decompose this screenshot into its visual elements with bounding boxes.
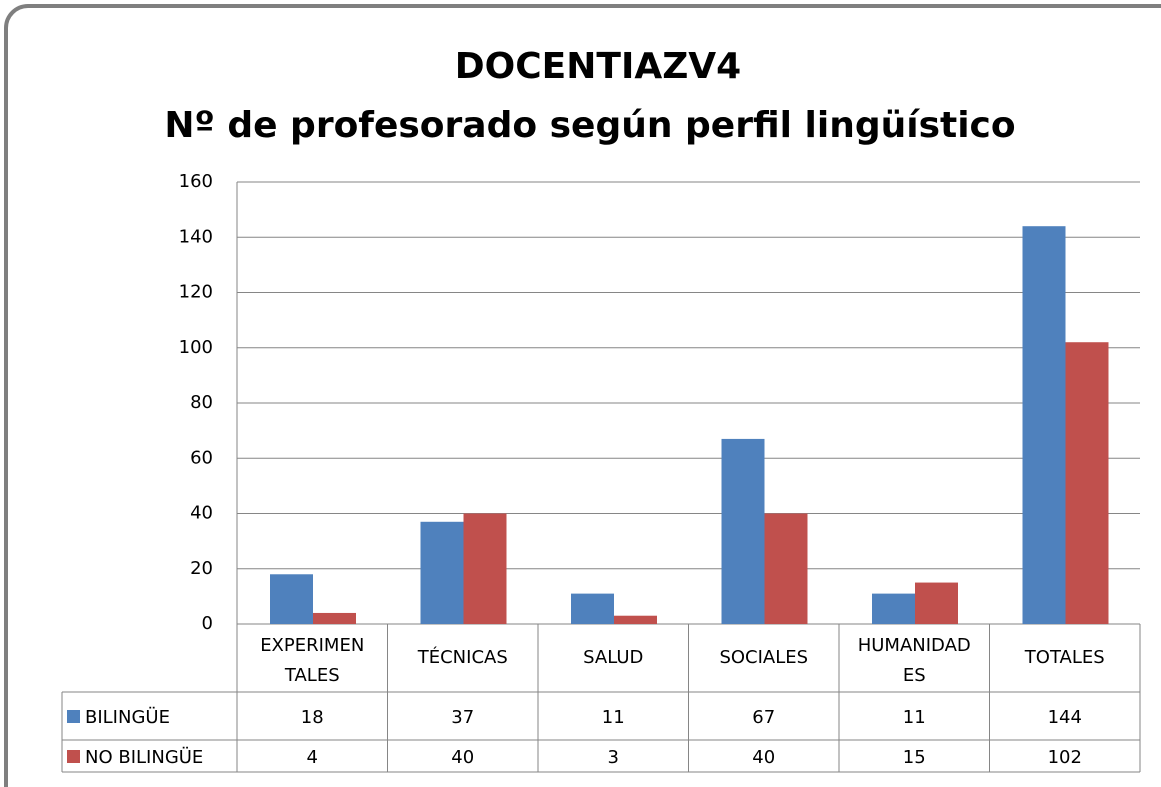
table-value: 18 bbox=[301, 707, 324, 728]
x-tick-label: EXPERIMEN TALES bbox=[260, 635, 364, 686]
y-tick-label: 80 bbox=[190, 392, 213, 413]
bar bbox=[1022, 226, 1066, 624]
x-tick-label: TÉCNICAS bbox=[417, 646, 508, 668]
y-tick-label: 20 bbox=[190, 558, 213, 579]
legend-key bbox=[67, 750, 80, 763]
y-tick-label: 60 bbox=[190, 447, 213, 468]
bar bbox=[721, 438, 765, 624]
legend-label: NO BILINGÜE bbox=[85, 746, 203, 768]
y-tick-label: 140 bbox=[179, 226, 213, 247]
y-tick-label: 160 bbox=[179, 171, 213, 192]
bar bbox=[1065, 342, 1109, 624]
table-value: 4 bbox=[307, 747, 318, 768]
x-tick-label: TOTALES bbox=[1024, 647, 1105, 668]
bar bbox=[270, 574, 313, 624]
bar bbox=[420, 521, 464, 624]
bar bbox=[915, 582, 958, 624]
y-tick-label: 40 bbox=[190, 503, 213, 524]
table-value: 102 bbox=[1048, 747, 1082, 768]
bar bbox=[614, 615, 657, 624]
table-value: 144 bbox=[1048, 707, 1082, 728]
table-value: 3 bbox=[608, 747, 619, 768]
legend-label: BILINGÜE bbox=[85, 706, 170, 728]
y-tick-label: 0 bbox=[202, 613, 213, 634]
y-tick-label: 100 bbox=[179, 337, 213, 358]
bar bbox=[313, 612, 356, 624]
x-tick-label: HUMANIDAD ES bbox=[858, 635, 971, 686]
y-tick-label: 120 bbox=[179, 282, 213, 303]
table-value: 11 bbox=[602, 707, 625, 728]
table-value: 37 bbox=[451, 707, 474, 728]
chart-subtitle: Nº de profesorado según perfil lingüísti… bbox=[164, 105, 1015, 146]
x-tick-label: SOCIALES bbox=[719, 647, 808, 668]
table-value: 40 bbox=[451, 747, 474, 768]
bar bbox=[463, 513, 507, 624]
bar bbox=[571, 593, 614, 624]
x-tick-label: SALUD bbox=[583, 647, 643, 668]
table-value: 67 bbox=[752, 707, 775, 728]
legend-key bbox=[67, 710, 80, 723]
table-value: 11 bbox=[903, 707, 926, 728]
table-value: 15 bbox=[903, 747, 926, 768]
bar bbox=[764, 513, 808, 624]
chart-title: DOCENTIAZV4 bbox=[455, 46, 741, 87]
bar bbox=[872, 593, 915, 624]
table-value: 40 bbox=[752, 747, 775, 768]
